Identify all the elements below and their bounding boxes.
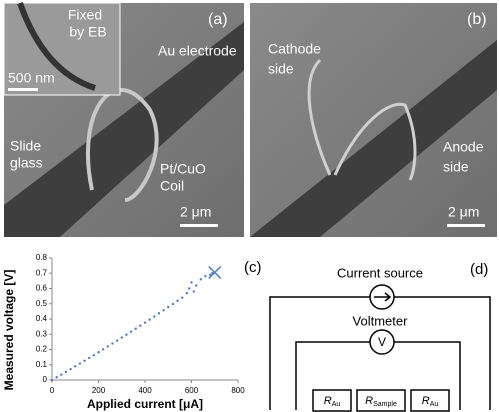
y-tick-label: 0.4: [36, 314, 48, 323]
panel-c: (c) Applied current [μA] Measured voltag…: [2, 253, 261, 411]
inset-label: Fixed: [68, 7, 102, 23]
figure: Fixed by EB 500 nm (a) Au electrode Slid…: [0, 0, 499, 412]
point: [116, 339, 118, 341]
x-tick-label: 0: [50, 386, 55, 395]
panel-b: (b) Cathode side Anode side 2 μm: [250, 3, 497, 237]
meter-symbol: V: [378, 335, 386, 349]
resistor-label: RAu: [324, 395, 341, 408]
panel-label: (c): [244, 259, 262, 276]
point: [125, 334, 127, 336]
point: [102, 348, 104, 350]
x-tick-label: 600: [185, 386, 199, 395]
point: [130, 330, 132, 332]
panel-a: Fixed by EB 500 nm (a) Au electrode Slid…: [4, 3, 244, 237]
arrow: [374, 293, 390, 301]
annotation: Pt/CuO: [160, 161, 206, 177]
point: [153, 315, 155, 317]
symbol: R: [365, 395, 373, 407]
point: [69, 368, 71, 370]
resistor-label: RAu: [422, 395, 439, 408]
point: [181, 296, 183, 298]
panel-label: (d): [470, 261, 488, 278]
point: [60, 373, 62, 375]
subscript: Au: [430, 401, 439, 408]
point: [74, 365, 76, 367]
y-axis-label: Measured voltage [V]: [2, 270, 16, 391]
point: [111, 342, 113, 344]
annotation: side: [268, 61, 294, 77]
symbol: R: [422, 395, 430, 407]
annotation: Anode: [443, 139, 484, 155]
y-tick-label: 0.3: [36, 329, 48, 338]
x-tick-label: 400: [138, 386, 152, 395]
y-tick-label: 0.5: [36, 299, 48, 308]
point: [188, 287, 190, 289]
point: [107, 345, 109, 347]
point: [148, 318, 150, 320]
annotation: Slide: [10, 138, 41, 154]
scale-bar: [180, 224, 218, 227]
panel-label: (a): [208, 11, 228, 28]
scale-bar: [447, 224, 485, 227]
wire: [296, 342, 460, 410]
point: [186, 292, 188, 294]
scale-label: 2 μm: [180, 204, 211, 220]
point: [167, 306, 169, 308]
point: [79, 362, 81, 364]
component-label: Voltmeter: [353, 313, 409, 328]
y-tick-label: 0.2: [36, 345, 48, 354]
subscript: Au: [332, 401, 341, 408]
x-axis-label: Applied current [μA]: [87, 397, 203, 411]
symbol: R: [324, 395, 332, 407]
point: [93, 354, 95, 356]
point: [162, 309, 164, 311]
point: [83, 360, 85, 362]
point: [172, 303, 174, 305]
y-tick-label: 0.7: [36, 268, 48, 277]
point: [190, 281, 192, 283]
point: [139, 325, 141, 327]
component-label: Current source: [337, 265, 423, 280]
scale-label: 2 μm: [448, 204, 479, 220]
point: [88, 357, 90, 359]
annotation: Coil: [160, 178, 184, 194]
scale-bar: [8, 88, 38, 91]
y-tick-label: 0.8: [36, 253, 48, 262]
point: [204, 275, 206, 277]
annotation: Au electrode: [158, 43, 237, 59]
inset-label: by EB: [69, 24, 106, 40]
subscript: Sample: [373, 401, 397, 408]
x-tick-label: 800: [231, 386, 245, 395]
annotation: side: [443, 159, 469, 175]
point: [176, 300, 178, 302]
point: [200, 278, 202, 280]
panel-label: (b): [467, 11, 487, 28]
point: [195, 284, 197, 286]
point: [144, 321, 146, 323]
scale-label: 500 nm: [8, 70, 55, 86]
point: [158, 312, 160, 314]
y-tick-label: 0.6: [36, 284, 48, 293]
y-tick-label: 0.1: [36, 360, 48, 369]
resistor-label: RSample: [365, 395, 397, 408]
annotation: glass: [10, 155, 43, 171]
point: [135, 328, 137, 330]
end-marker: [209, 266, 221, 278]
point: [51, 379, 53, 381]
y-tick-label: 0: [43, 375, 48, 384]
point: [65, 371, 67, 373]
annotation: Cathode: [268, 41, 321, 57]
point: [97, 351, 99, 353]
point: [121, 336, 123, 338]
point: [55, 376, 57, 378]
point: [193, 290, 195, 292]
x-tick-label: 200: [92, 386, 106, 395]
